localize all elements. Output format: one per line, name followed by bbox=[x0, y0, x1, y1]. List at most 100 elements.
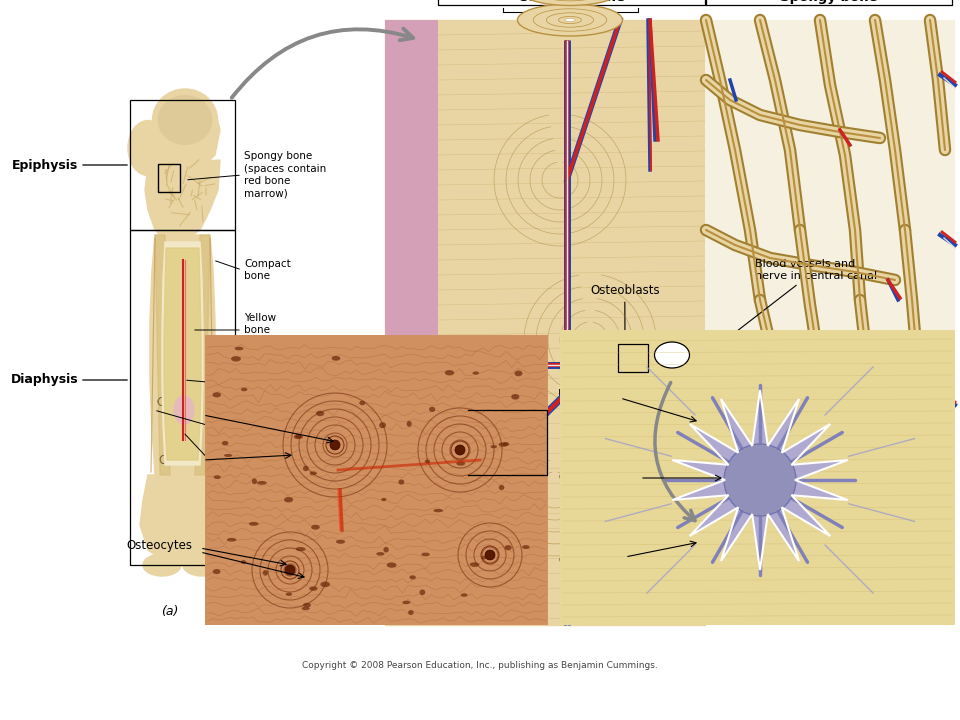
Ellipse shape bbox=[329, 442, 338, 446]
Ellipse shape bbox=[505, 545, 512, 550]
Ellipse shape bbox=[424, 459, 430, 464]
Ellipse shape bbox=[249, 522, 258, 526]
Ellipse shape bbox=[502, 442, 509, 446]
Ellipse shape bbox=[512, 394, 519, 400]
Ellipse shape bbox=[257, 481, 267, 485]
Circle shape bbox=[330, 440, 340, 450]
Ellipse shape bbox=[241, 560, 246, 564]
Ellipse shape bbox=[284, 497, 293, 503]
Ellipse shape bbox=[213, 569, 221, 574]
Ellipse shape bbox=[128, 120, 168, 176]
Ellipse shape bbox=[303, 603, 311, 607]
Ellipse shape bbox=[481, 556, 487, 559]
Circle shape bbox=[455, 445, 465, 455]
Ellipse shape bbox=[498, 442, 508, 447]
Ellipse shape bbox=[296, 547, 305, 552]
Ellipse shape bbox=[227, 538, 236, 541]
Ellipse shape bbox=[296, 434, 301, 438]
Ellipse shape bbox=[309, 587, 318, 591]
Text: Lacuna: Lacuna bbox=[558, 389, 600, 402]
Text: Periosteum: Periosteum bbox=[244, 430, 302, 440]
Ellipse shape bbox=[252, 478, 257, 484]
Ellipse shape bbox=[310, 472, 317, 475]
Polygon shape bbox=[145, 160, 220, 240]
Bar bbox=[560, 330, 955, 625]
Ellipse shape bbox=[224, 454, 232, 457]
Text: Spongy bone: Spongy bone bbox=[780, 0, 877, 4]
Ellipse shape bbox=[499, 485, 504, 490]
Circle shape bbox=[485, 550, 495, 560]
Ellipse shape bbox=[311, 525, 320, 530]
Text: (b): (b) bbox=[821, 602, 839, 615]
Ellipse shape bbox=[420, 590, 425, 595]
Ellipse shape bbox=[456, 462, 466, 466]
Ellipse shape bbox=[517, 4, 622, 36]
Ellipse shape bbox=[433, 509, 443, 513]
Polygon shape bbox=[705, 20, 955, 625]
Text: Diaphysis: Diaphysis bbox=[11, 374, 78, 387]
Ellipse shape bbox=[724, 444, 796, 516]
Ellipse shape bbox=[519, 0, 621, 6]
Polygon shape bbox=[385, 20, 705, 625]
Ellipse shape bbox=[321, 582, 330, 588]
Ellipse shape bbox=[231, 356, 241, 361]
Ellipse shape bbox=[183, 554, 221, 576]
Ellipse shape bbox=[379, 422, 386, 428]
Polygon shape bbox=[155, 235, 170, 475]
Ellipse shape bbox=[214, 475, 221, 479]
Ellipse shape bbox=[301, 607, 310, 611]
Polygon shape bbox=[195, 235, 210, 475]
Text: Central cavity
(contains yellow
bone
marrow): Central cavity (contains yellow bone mar… bbox=[244, 472, 329, 518]
Text: Blood vessels and
nerve in central canal: Blood vessels and nerve in central canal bbox=[709, 259, 877, 353]
Ellipse shape bbox=[421, 552, 430, 557]
FancyArrowPatch shape bbox=[655, 382, 695, 521]
Ellipse shape bbox=[157, 95, 212, 145]
Ellipse shape bbox=[153, 89, 218, 151]
Ellipse shape bbox=[263, 570, 268, 576]
Ellipse shape bbox=[491, 445, 497, 449]
Ellipse shape bbox=[409, 575, 416, 580]
Polygon shape bbox=[150, 235, 215, 475]
Text: Blood
vessel: Blood vessel bbox=[244, 374, 276, 396]
Ellipse shape bbox=[143, 554, 181, 576]
Ellipse shape bbox=[316, 410, 324, 416]
Bar bbox=[618, 344, 648, 372]
Polygon shape bbox=[155, 100, 220, 172]
Text: Copyright © 2008 Pearson Education, Inc., publishing as Benjamin Cummings.: Copyright © 2008 Pearson Education, Inc.… bbox=[302, 660, 658, 670]
Ellipse shape bbox=[286, 593, 292, 596]
Polygon shape bbox=[672, 390, 848, 570]
Text: Central
canal: Central canal bbox=[156, 395, 200, 425]
Ellipse shape bbox=[381, 498, 387, 501]
Ellipse shape bbox=[383, 547, 389, 552]
Text: Compact bone: Compact bone bbox=[518, 0, 626, 4]
Bar bbox=[130, 230, 235, 565]
Polygon shape bbox=[140, 475, 228, 565]
Ellipse shape bbox=[294, 434, 302, 439]
Text: Canalicula: Canalicula bbox=[558, 554, 619, 567]
Text: Yellow
bone
marrow: Yellow bone marrow bbox=[244, 313, 284, 346]
Ellipse shape bbox=[429, 407, 435, 412]
Ellipse shape bbox=[331, 356, 340, 361]
Text: Osteoblasts: Osteoblasts bbox=[590, 284, 660, 346]
Circle shape bbox=[285, 565, 295, 575]
Ellipse shape bbox=[174, 396, 194, 424]
Ellipse shape bbox=[398, 480, 404, 485]
Ellipse shape bbox=[655, 342, 689, 368]
Polygon shape bbox=[162, 242, 203, 465]
Bar bbox=[158, 164, 180, 192]
Ellipse shape bbox=[387, 562, 396, 568]
Ellipse shape bbox=[461, 593, 468, 597]
Text: Osteocytes: Osteocytes bbox=[126, 539, 192, 552]
Ellipse shape bbox=[212, 392, 221, 397]
Ellipse shape bbox=[469, 562, 479, 567]
Ellipse shape bbox=[241, 387, 248, 391]
Ellipse shape bbox=[376, 552, 385, 556]
Text: (c): (c) bbox=[367, 602, 383, 615]
Ellipse shape bbox=[222, 441, 228, 446]
Ellipse shape bbox=[522, 545, 530, 549]
Ellipse shape bbox=[359, 401, 366, 405]
Ellipse shape bbox=[515, 371, 522, 377]
Polygon shape bbox=[164, 248, 201, 460]
Text: (d): (d) bbox=[748, 602, 766, 615]
Text: (a): (a) bbox=[161, 605, 179, 618]
